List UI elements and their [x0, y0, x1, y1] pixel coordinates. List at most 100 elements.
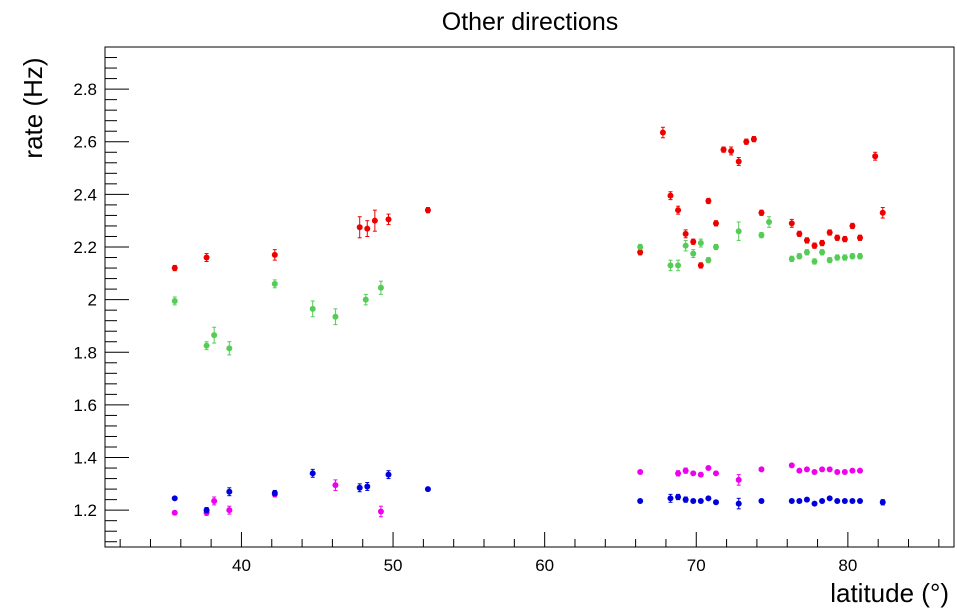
data-point [857, 467, 864, 474]
data-point [385, 216, 392, 223]
data-point [712, 244, 719, 250]
x-tick-label: 40 [232, 556, 251, 575]
data-point [171, 265, 178, 272]
data-point [803, 496, 810, 503]
data-point [834, 254, 841, 261]
data-point [841, 236, 848, 243]
data-point [796, 467, 803, 474]
data-point [803, 249, 810, 256]
data-point [834, 497, 841, 504]
data-point [659, 129, 666, 136]
plot-frame [104, 46, 955, 548]
data-point [758, 466, 765, 473]
data-point [377, 508, 384, 515]
y-tick-label: 2.8 [73, 80, 97, 99]
data-point [803, 466, 810, 473]
y-axis: 1.2 1.4 1.6 1.8 2 2.2 2.4 2.6 2.8 [73, 46, 129, 543]
data-point [803, 237, 810, 244]
data-point [667, 262, 674, 269]
data-point [819, 466, 826, 473]
data-point [796, 253, 803, 260]
data-point [690, 238, 697, 245]
data-point [857, 234, 864, 241]
y-tick-label: 2.4 [73, 185, 97, 204]
data-point [705, 495, 712, 502]
data-point [826, 229, 833, 236]
data-point [203, 342, 210, 349]
data-point [356, 484, 363, 491]
data-point [697, 240, 704, 247]
data-point [667, 192, 674, 199]
x-tick-label: 70 [687, 556, 706, 575]
data-point [690, 497, 697, 504]
data-point [332, 482, 339, 489]
data-point [675, 494, 682, 500]
data-point [690, 470, 697, 477]
data-point [682, 496, 689, 503]
data-point [705, 465, 712, 472]
data-point [788, 220, 795, 227]
y-tick-label: 2.6 [73, 133, 97, 152]
y-tick-label: 1.8 [73, 343, 97, 362]
data-point [332, 313, 339, 320]
data-point [849, 253, 856, 260]
y-tick-label: 2 [88, 291, 97, 310]
data-point [690, 250, 697, 257]
data-point [356, 224, 363, 231]
x-axis: 40 50 60 70 80 [119, 532, 940, 575]
data-point [735, 476, 742, 483]
data-point [872, 153, 879, 160]
data-point [171, 495, 178, 502]
y-tick-label: 1.4 [73, 449, 97, 468]
data-point [766, 219, 773, 225]
data-point [728, 147, 735, 154]
data-point [637, 244, 644, 250]
data-point [857, 497, 864, 504]
data-point [879, 209, 886, 216]
data-point [271, 251, 278, 258]
data-point [705, 197, 712, 204]
data-point [675, 207, 682, 214]
data-points [171, 126, 886, 518]
data-point [362, 296, 369, 303]
data-point [697, 262, 704, 269]
data-point [811, 500, 818, 507]
data-point [424, 207, 431, 214]
data-point [788, 255, 795, 262]
data-point [826, 466, 833, 473]
data-point [211, 332, 218, 339]
data-point [226, 345, 233, 352]
data-point [841, 254, 848, 261]
data-point [735, 228, 742, 235]
data-point [743, 138, 750, 145]
data-point [712, 220, 719, 227]
data-point [424, 486, 431, 493]
data-point [758, 232, 765, 239]
data-point [682, 230, 689, 237]
data-point [834, 234, 841, 241]
y-tick-label: 2.2 [73, 238, 97, 257]
data-point [682, 467, 689, 474]
data-point [697, 497, 704, 504]
data-point [271, 280, 278, 287]
data-point [697, 471, 704, 478]
data-point [675, 262, 682, 269]
data-point [377, 284, 384, 291]
data-point [826, 495, 833, 502]
data-point [637, 249, 644, 256]
data-point [811, 258, 818, 265]
data-point [682, 242, 689, 249]
data-point [705, 257, 712, 264]
x-tick-label: 60 [535, 556, 554, 575]
data-point [226, 488, 233, 495]
data-point [849, 497, 856, 504]
data-point [834, 469, 841, 475]
data-point [171, 509, 178, 516]
data-point [796, 230, 803, 237]
data-point [667, 495, 674, 502]
y-axis-title: rate (Hz) [18, 57, 48, 158]
data-point [819, 249, 826, 256]
data-point [211, 497, 218, 504]
data-point [203, 507, 210, 514]
